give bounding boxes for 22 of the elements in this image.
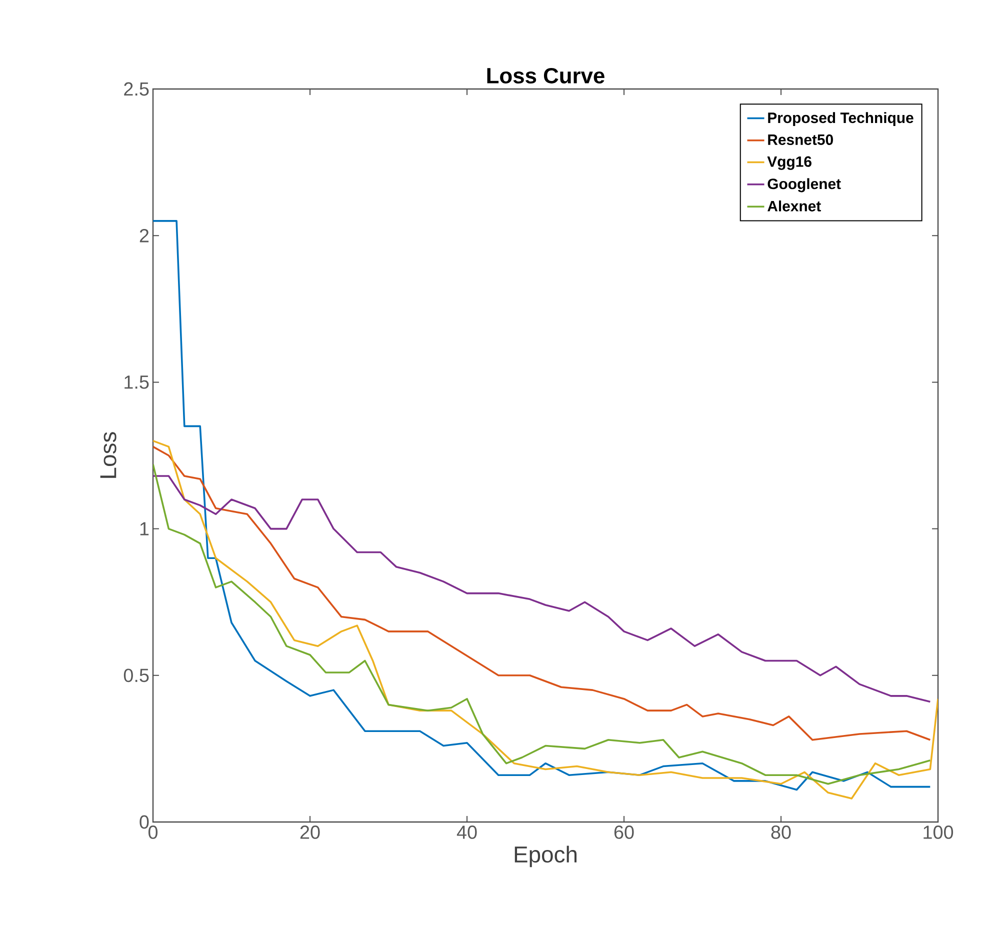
y-tick-label: 2.5 — [124, 82, 149, 96]
y-tick-label: 1.5 — [124, 376, 149, 389]
legend-label: Proposed Technique — [768, 112, 914, 126]
legend-label: Resnet50 — [768, 134, 833, 145]
line-series — [153, 220, 932, 791]
y-tick-label: 0 — [140, 815, 149, 829]
y-axis-title: Loss — [100, 432, 116, 478]
x-tick-label: 20 — [300, 826, 320, 839]
x-tick-label: 60 — [614, 826, 634, 839]
x-tick-label: 80 — [771, 826, 791, 839]
line-series — [153, 475, 932, 703]
x-axis-title: Epoch — [514, 846, 577, 868]
legend-label: Googlenet — [768, 178, 841, 192]
chart-title: Loss Curve — [487, 68, 604, 84]
y-tick-label: 0.5 — [124, 668, 149, 682]
x-tick-label: 40 — [456, 826, 477, 839]
x-tick-label: 0 — [148, 826, 158, 839]
legend-label: Alexnet — [768, 200, 821, 212]
legend-label: Vgg16 — [767, 156, 812, 170]
y-tick-label: 2 — [140, 228, 149, 242]
y-tick-label: 1 — [140, 522, 149, 536]
x-tick-label: 100 — [924, 826, 954, 839]
